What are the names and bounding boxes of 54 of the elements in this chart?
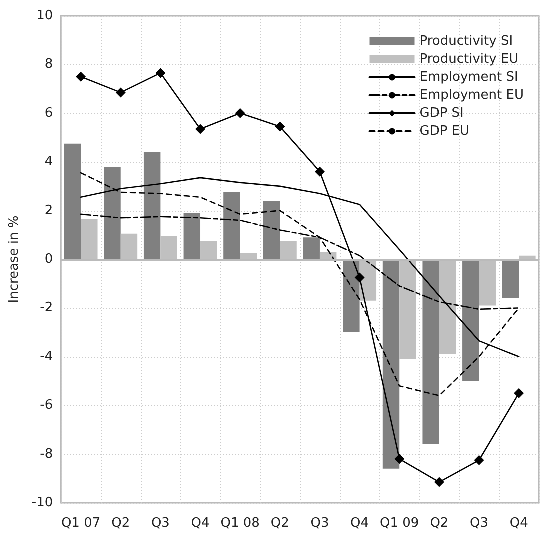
x-tick-label: Q2 (270, 516, 290, 531)
point (354, 272, 365, 283)
y-tick-label: 10 (36, 8, 54, 24)
point (514, 388, 524, 398)
legend-label: Productivity EU (420, 52, 519, 67)
y-tick-label: -6 (40, 398, 54, 414)
y-tick-label: 8 (44, 57, 54, 72)
y-tick-label: 6 (44, 106, 54, 121)
point (275, 122, 286, 132)
x-tick-label: Q4 (191, 516, 210, 531)
y-tick-label: -8 (40, 446, 54, 462)
point (116, 88, 126, 98)
bar (144, 152, 161, 260)
legend-label: Employment SI (420, 70, 518, 85)
x-tick-label: Q2 (112, 516, 130, 531)
bar (382, 260, 400, 469)
point (196, 124, 206, 134)
x-tick-label: Q4 (350, 516, 370, 531)
x-tick-label: Q2 (430, 516, 449, 531)
bar (263, 201, 280, 260)
x-tick-label: Q1 08 (220, 516, 260, 531)
y-tick-label: 0 (44, 252, 54, 267)
x-tick-label: Q3 (310, 516, 330, 531)
legend-label: Employment EU (420, 88, 524, 103)
x-tick-label: Q3 (470, 516, 489, 531)
bar (422, 260, 440, 445)
bar (303, 238, 320, 260)
point (394, 454, 405, 464)
y-axis-title: Increase in % (7, 216, 22, 304)
y-tick-label: 2 (44, 203, 54, 218)
x-tick-label: Q4 (510, 516, 528, 531)
x-tick-label: Q1 09 (380, 516, 420, 531)
y-tick-label: 4 (44, 154, 54, 170)
point (235, 108, 246, 118)
point (314, 166, 325, 177)
point (434, 477, 444, 488)
bar (224, 192, 240, 260)
point (156, 68, 166, 78)
point (474, 455, 484, 466)
x-tick-label: Q3 (151, 516, 170, 531)
bar (462, 260, 480, 382)
legend-label: GDP EU (420, 124, 470, 139)
bar (184, 213, 201, 260)
legend-label: Productivity SI (420, 34, 514, 49)
bar (64, 144, 82, 260)
legend-label: GDP SI (420, 106, 464, 121)
y-tick-label: -4 (40, 349, 54, 364)
y-tick-label: -10 (32, 496, 54, 510)
bar (104, 166, 121, 260)
x-tick-label: Q1 07 (61, 516, 101, 531)
bar (343, 260, 360, 333)
bar (502, 260, 520, 298)
point (76, 72, 86, 82)
y-tick-label: -2 (40, 300, 54, 316)
